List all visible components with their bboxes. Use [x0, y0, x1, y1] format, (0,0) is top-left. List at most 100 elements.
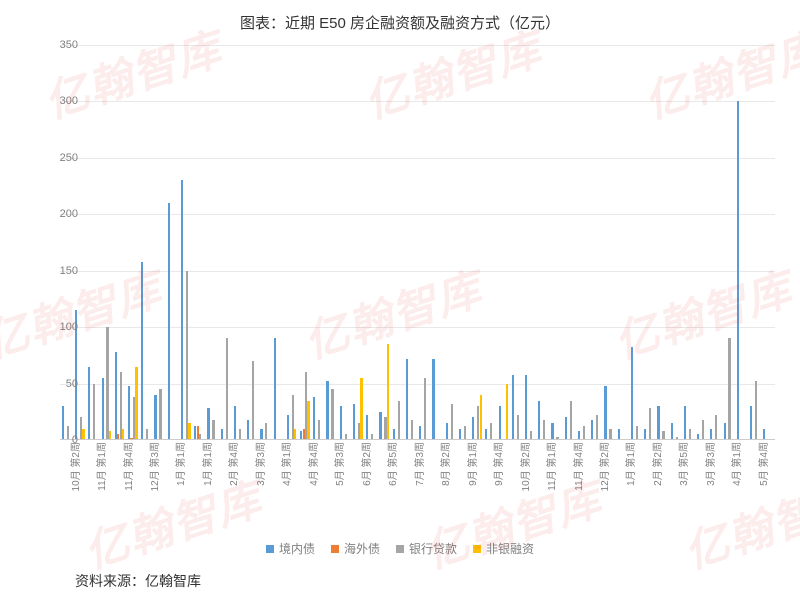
- bar-group: [153, 45, 166, 440]
- data-bar: [128, 386, 130, 440]
- x-tick: [417, 442, 430, 532]
- data-bar: [287, 415, 289, 440]
- bar-group: [457, 45, 470, 440]
- data-bar: [499, 406, 501, 440]
- legend-label: 银行贷款: [409, 540, 457, 557]
- x-tick: [735, 442, 748, 532]
- x-tick: [470, 442, 483, 532]
- bar-group: [192, 45, 205, 440]
- data-bar: [247, 420, 249, 440]
- legend-swatch: [396, 545, 404, 553]
- data-bar: [551, 423, 553, 440]
- data-bar: [583, 426, 585, 440]
- source-attribution: 资料来源：亿翰智库: [75, 571, 201, 591]
- bar-group: [616, 45, 629, 440]
- legend-label: 境内债: [279, 540, 315, 557]
- bar-group: [259, 45, 272, 440]
- chart-legend: 境内债海外债银行贷款非银融资: [0, 540, 800, 557]
- bar-group: [325, 45, 338, 440]
- data-bar: [490, 423, 492, 440]
- data-bar: [168, 203, 170, 440]
- x-tick: [391, 442, 404, 532]
- bar-group: [629, 45, 642, 440]
- data-bar: [506, 384, 508, 440]
- data-bar: [446, 423, 448, 440]
- y-tick-label: 150: [38, 265, 78, 277]
- bar-group: [351, 45, 364, 440]
- x-tick: 12月 第2周: [589, 442, 602, 532]
- bar-group: [378, 45, 391, 440]
- y-tick-label: 250: [38, 152, 78, 164]
- x-tick: 5月 第3周: [325, 442, 338, 532]
- bar-group: [523, 45, 536, 440]
- x-tick: [232, 442, 245, 532]
- data-bar: [472, 417, 474, 440]
- data-bar: [188, 423, 190, 440]
- legend-label: 非银融资: [486, 540, 534, 557]
- x-tick: 2月 第4周: [219, 442, 232, 532]
- data-bar: [406, 359, 408, 440]
- bar-group: [444, 45, 457, 440]
- x-tick: 9月 第1周: [457, 442, 470, 532]
- x-tick: 3月 第5周: [669, 442, 682, 532]
- bar-group: [603, 45, 616, 440]
- x-tick: 11月 第1周: [536, 442, 549, 532]
- y-tick-label: 350: [38, 39, 78, 51]
- legend-swatch: [266, 545, 274, 553]
- data-bar: [570, 401, 572, 441]
- data-bar: [207, 408, 209, 440]
- bar-group: [708, 45, 721, 440]
- y-tick-label: 300: [38, 95, 78, 107]
- data-bar: [512, 375, 514, 440]
- x-tick: [761, 442, 774, 532]
- x-tick: [656, 442, 669, 532]
- data-bar: [307, 401, 309, 441]
- data-bar: [398, 401, 400, 441]
- data-bar: [671, 423, 673, 440]
- x-tick: 1月 第1周: [616, 442, 629, 532]
- data-bar: [265, 423, 267, 440]
- bar-group: [550, 45, 563, 440]
- bar-group: [219, 45, 232, 440]
- legend-swatch: [473, 545, 481, 553]
- bar-group: [589, 45, 602, 440]
- x-tick: 9月 第4周: [484, 442, 497, 532]
- data-bar: [636, 426, 638, 440]
- bar-group: [536, 45, 549, 440]
- data-bar: [724, 423, 726, 440]
- data-bar: [591, 420, 593, 440]
- bar-group: [139, 45, 152, 440]
- x-axis-labels: 10月 第2周11月 第1周11月 第4周12月 第3周1月 第1周1月 第1周…: [60, 442, 775, 532]
- data-bar: [649, 408, 651, 440]
- x-tick: [206, 442, 219, 532]
- data-bar: [387, 344, 389, 440]
- legend-item: 非银融资: [473, 540, 534, 557]
- bar-group: [431, 45, 444, 440]
- bar-group: [126, 45, 139, 440]
- bar-group: [642, 45, 655, 440]
- bar-group: [470, 45, 483, 440]
- data-bar: [135, 367, 137, 440]
- x-tick: [73, 442, 86, 532]
- x-tick: 3月 第3周: [695, 442, 708, 532]
- data-bar: [366, 415, 368, 440]
- bar-group: [404, 45, 417, 440]
- data-bar: [657, 406, 659, 440]
- data-bar: [106, 327, 108, 440]
- bar-group: [669, 45, 682, 440]
- bar-group: [232, 45, 245, 440]
- chart-title: 图表：近期 E50 房企融资额及融资方式（亿元）: [0, 0, 800, 41]
- x-tick: [603, 442, 616, 532]
- x-tick: 11月 第4周: [563, 442, 576, 532]
- bar-group: [417, 45, 430, 440]
- x-tick: 6月 第5周: [378, 442, 391, 532]
- bar-group: [245, 45, 258, 440]
- data-bar: [565, 417, 567, 440]
- x-tick: 4月 第4周: [298, 442, 311, 532]
- x-tick: [259, 442, 272, 532]
- bar-group: [206, 45, 219, 440]
- data-bar: [411, 420, 413, 440]
- data-bar: [728, 338, 730, 440]
- data-bar: [750, 406, 752, 440]
- chart-plot-area: [60, 45, 775, 440]
